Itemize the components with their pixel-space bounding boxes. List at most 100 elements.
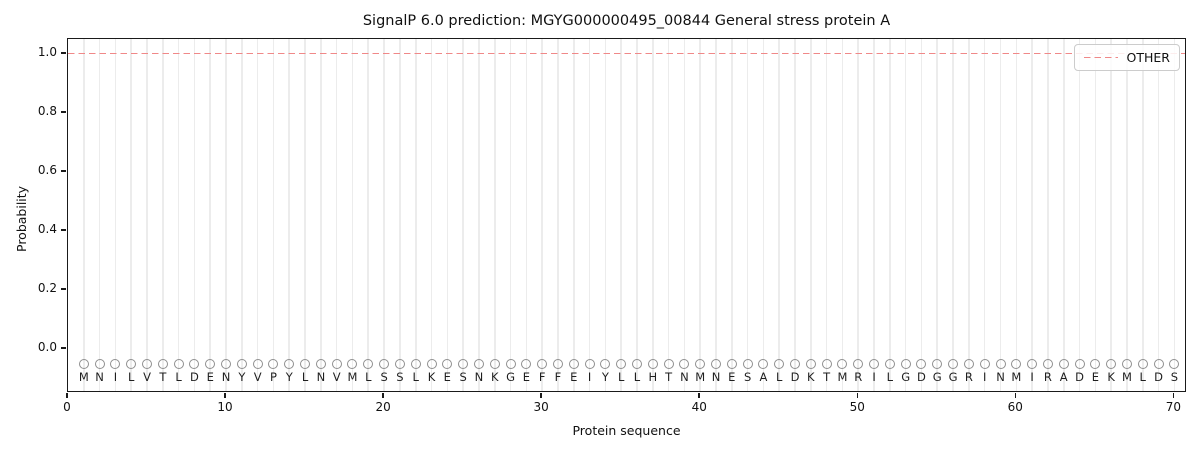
residue-marker-circle bbox=[442, 358, 453, 369]
residue-letter: N bbox=[711, 370, 721, 384]
residue-gridline bbox=[636, 39, 638, 391]
residue-letter: S bbox=[743, 370, 752, 384]
residue-letter: Y bbox=[285, 370, 293, 384]
residue-gridline bbox=[83, 39, 85, 391]
residue-marker-circle bbox=[394, 358, 405, 369]
residue-letter: N bbox=[95, 370, 104, 384]
residue-letter: V bbox=[143, 370, 151, 384]
residue-marker-circle bbox=[205, 358, 216, 369]
residue-gridline bbox=[162, 39, 164, 391]
residue-gridline bbox=[304, 39, 306, 391]
x-tick-mark bbox=[224, 393, 226, 398]
residue-gridline bbox=[1141, 39, 1144, 391]
y-tick-label: 0.0 bbox=[37, 340, 57, 355]
residue-gridline bbox=[399, 39, 401, 391]
residue-gridline bbox=[1078, 39, 1081, 391]
residue-marker-circle bbox=[568, 358, 579, 369]
residue-gridline bbox=[478, 39, 480, 391]
x-tick-mark bbox=[1172, 393, 1175, 398]
residue-gridline bbox=[209, 39, 212, 391]
residue-gridline bbox=[1126, 39, 1128, 391]
x-tick-mark bbox=[698, 393, 700, 398]
residue-letter: N bbox=[996, 370, 1005, 384]
residue-gridline bbox=[572, 39, 575, 391]
residue-marker-circle bbox=[837, 358, 848, 369]
residue-letter: N bbox=[221, 370, 231, 384]
residue-marker-circle bbox=[552, 358, 563, 369]
residue-marker-circle bbox=[647, 358, 658, 369]
residue-marker-circle bbox=[189, 358, 200, 369]
residue-gridline bbox=[604, 39, 607, 391]
y-tick-mark bbox=[61, 347, 66, 349]
residue-letter: M bbox=[837, 370, 848, 384]
residue-marker-circle bbox=[379, 358, 390, 369]
residue-gridline bbox=[778, 39, 781, 391]
residue-letter: L bbox=[617, 370, 625, 384]
residue-gridline bbox=[272, 39, 275, 391]
residue-letter: I bbox=[1030, 370, 1034, 384]
residue-marker-circle bbox=[537, 358, 548, 369]
residue-gridline bbox=[1173, 39, 1176, 391]
x-tick-mark bbox=[382, 393, 384, 398]
residue-letter: K bbox=[1107, 370, 1115, 384]
residue-letter: I bbox=[587, 370, 592, 384]
residue-letter: L bbox=[412, 370, 419, 384]
residue-letter: I bbox=[113, 370, 118, 384]
y-tick-label: 0.4 bbox=[37, 222, 57, 237]
residue-letter: L bbox=[128, 370, 135, 384]
other-probability-line bbox=[68, 52, 1185, 55]
residue-marker-circle bbox=[616, 358, 627, 369]
x-tick-mark bbox=[856, 393, 858, 398]
residue-letter: E bbox=[443, 370, 451, 384]
residue-marker-circle bbox=[94, 358, 105, 369]
residue-marker-circle bbox=[726, 358, 737, 369]
residue-letter: K bbox=[807, 370, 815, 384]
residue-letter: T bbox=[159, 370, 167, 384]
residue-gridline bbox=[541, 39, 543, 391]
residue-marker-circle bbox=[126, 358, 137, 369]
residue-gridline bbox=[667, 39, 670, 391]
residue-letter: S bbox=[380, 370, 388, 384]
residue-marker-circle bbox=[157, 358, 168, 369]
residue-gridline bbox=[651, 39, 654, 391]
residue-marker-circle bbox=[853, 358, 864, 369]
residue-letter: S bbox=[1170, 370, 1178, 384]
residue-marker-circle bbox=[268, 358, 279, 369]
residue-letter: E bbox=[522, 370, 530, 384]
residue-gridline bbox=[1157, 39, 1160, 391]
residue-letter: L bbox=[633, 370, 641, 384]
x-tick-label: 10 bbox=[217, 400, 233, 414]
residue-marker-circle bbox=[473, 358, 484, 369]
residue-letter: I bbox=[982, 370, 987, 384]
residue-letter: F bbox=[554, 370, 562, 384]
residue-letter: G bbox=[506, 370, 515, 384]
residue-letter: M bbox=[1121, 370, 1132, 384]
legend-label: OTHER bbox=[1126, 50, 1170, 65]
residue-letter: R bbox=[1043, 370, 1052, 384]
residue-marker-circle bbox=[821, 358, 832, 369]
residue-gridline bbox=[462, 39, 464, 391]
residue-gridline bbox=[731, 39, 733, 391]
residue-letter: G bbox=[948, 370, 958, 384]
x-tick-label: 30 bbox=[533, 400, 549, 414]
residue-letter: A bbox=[759, 370, 768, 384]
y-tick-label: 1.0 bbox=[37, 45, 57, 60]
residue-marker-circle bbox=[173, 358, 184, 369]
residue-letter: K bbox=[490, 370, 499, 384]
residue-letter: D bbox=[790, 370, 800, 384]
y-tick-mark bbox=[61, 52, 66, 54]
residue-marker-circle bbox=[742, 358, 753, 369]
residue-gridline bbox=[762, 39, 765, 391]
x-tick-label: 60 bbox=[1007, 400, 1023, 414]
residue-letter: R bbox=[854, 370, 863, 384]
y-tick-mark bbox=[61, 170, 66, 172]
residue-marker-circle bbox=[221, 358, 232, 369]
residue-marker-circle bbox=[1042, 358, 1053, 369]
residue-gridline bbox=[983, 39, 986, 391]
residue-letter: E bbox=[570, 370, 578, 384]
residue-marker-circle bbox=[679, 358, 690, 369]
residue-gridline bbox=[1062, 39, 1065, 391]
residue-gridline bbox=[857, 39, 860, 391]
residue-gridline bbox=[130, 39, 132, 391]
